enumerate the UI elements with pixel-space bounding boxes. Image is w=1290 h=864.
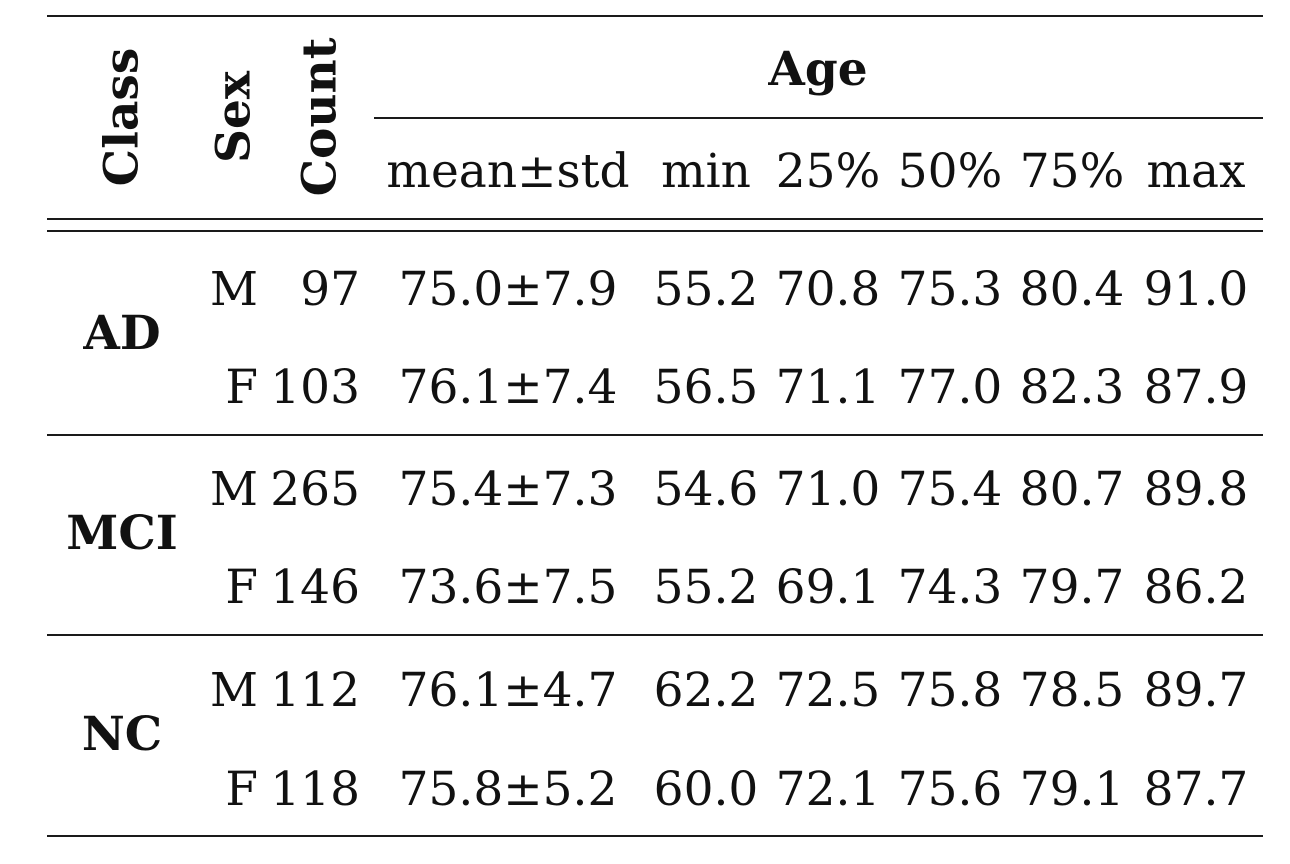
subheader-min: min	[661, 144, 751, 199]
p25-cell: 71.0	[775, 462, 881, 517]
class-header: Class	[94, 47, 150, 187]
min-cell: 54.6	[653, 462, 759, 517]
p50-cell: 75.3	[897, 262, 1003, 317]
max-cell: 89.8	[1143, 462, 1249, 517]
max-cell: 87.7	[1143, 762, 1249, 817]
bottom-rule	[47, 835, 1263, 837]
count-cell: 112	[270, 663, 360, 718]
p75-cell: 79.1	[1019, 762, 1125, 817]
count-header: Count	[292, 37, 348, 197]
max-cell: 89.7	[1143, 663, 1249, 718]
subheader-50: 50%	[897, 144, 1003, 199]
subheader-75: 75%	[1019, 144, 1125, 199]
max-cell: 86.2	[1143, 560, 1249, 615]
mean-std-cell: 76.1±7.4	[398, 360, 618, 415]
p50-cell: 75.6	[897, 762, 1003, 817]
p75-cell: 78.5	[1019, 663, 1125, 718]
group-rule-2	[47, 634, 1263, 636]
p25-cell: 71.1	[775, 360, 881, 415]
mean-std-cell: 75.4±7.3	[398, 462, 618, 517]
min-cell: 56.5	[653, 360, 759, 415]
group-rule-1	[47, 434, 1263, 436]
p75-cell: 80.7	[1019, 462, 1125, 517]
min-cell: 60.0	[653, 762, 759, 817]
sex-cell: M	[209, 663, 258, 718]
p75-cell: 82.3	[1019, 360, 1125, 415]
mean-std-cell: 73.6±7.5	[398, 560, 618, 615]
mean-std-cell: 76.1±4.7	[398, 663, 618, 718]
p25-cell: 70.8	[775, 262, 881, 317]
sex-cell: M	[209, 462, 258, 517]
count-cell: 97	[300, 262, 360, 317]
mean-std-cell: 75.8±5.2	[398, 762, 618, 817]
subheader-max: max	[1146, 144, 1246, 199]
count-cell: 265	[270, 462, 360, 517]
p50-cell: 77.0	[897, 360, 1003, 415]
p50-cell: 75.8	[897, 663, 1003, 718]
count-cell: 103	[270, 360, 360, 415]
sex-cell: F	[225, 560, 258, 615]
age-header: Age	[768, 42, 868, 97]
max-cell: 91.0	[1143, 262, 1249, 317]
count-cell: 118	[270, 762, 360, 817]
age-cmidrule	[374, 117, 1263, 119]
max-cell: 87.9	[1143, 360, 1249, 415]
p75-cell: 79.7	[1019, 560, 1125, 615]
mean-std-cell: 75.0±7.9	[398, 262, 618, 317]
sex-cell: F	[225, 360, 258, 415]
group-label-ad: AD	[83, 306, 161, 361]
subheader-25: 25%	[775, 144, 881, 199]
header-double-rule-1	[47, 218, 1263, 220]
sex-cell: F	[225, 762, 258, 817]
min-cell: 62.2	[653, 663, 759, 718]
top-rule	[47, 15, 1263, 17]
p50-cell: 75.4	[897, 462, 1003, 517]
p50-cell: 74.3	[897, 560, 1003, 615]
p25-cell: 72.5	[775, 663, 881, 718]
subheader-mean-std: mean±std	[386, 144, 630, 199]
group-label-mci: MCI	[66, 506, 178, 561]
header-double-rule-2	[47, 230, 1263, 232]
group-label-nc: NC	[81, 707, 163, 762]
sex-cell: M	[209, 262, 258, 317]
p25-cell: 69.1	[775, 560, 881, 615]
count-cell: 146	[270, 560, 360, 615]
sex-header: Sex	[206, 71, 262, 163]
min-cell: 55.2	[653, 262, 759, 317]
min-cell: 55.2	[653, 560, 759, 615]
p75-cell: 80.4	[1019, 262, 1125, 317]
p25-cell: 72.1	[775, 762, 881, 817]
